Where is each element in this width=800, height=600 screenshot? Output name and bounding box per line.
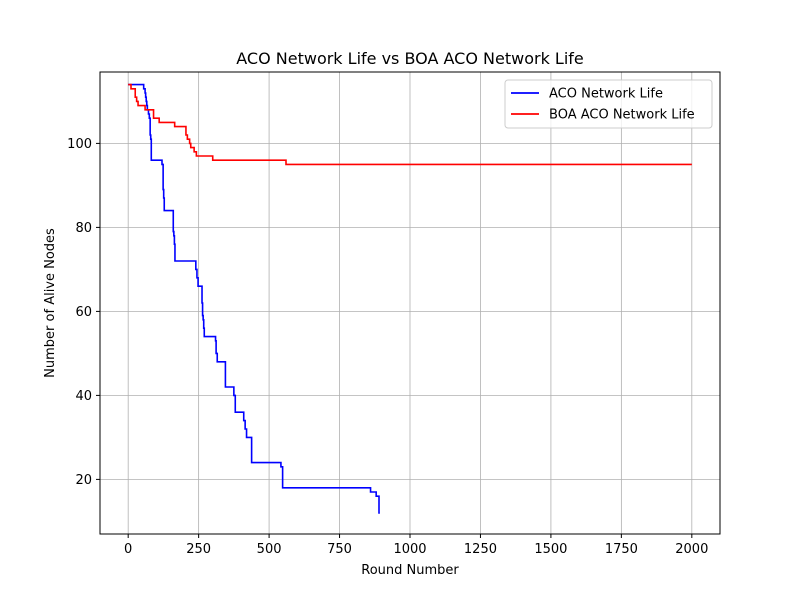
legend-box — [504, 79, 713, 129]
x-tick-label: 750 — [327, 542, 352, 557]
legend-label: BOA ACO Network Life — [549, 108, 695, 123]
x-tick-label: 1750 — [605, 542, 638, 557]
legend-label: ACO Network Life — [549, 87, 663, 102]
y-tick-label: 60 — [75, 305, 92, 320]
x-tick-label: 2000 — [675, 542, 708, 557]
x-tick-label: 1500 — [534, 542, 567, 557]
series-line-2 — [128, 83, 692, 166]
y-tick-label: 40 — [75, 389, 92, 404]
x-axis: 0 250 500 750 1000 1250 1500 1750 2000 — [124, 534, 708, 557]
legend: ACO Network Life BOA ACO Network Life — [504, 79, 713, 129]
x-tick-label: 250 — [186, 542, 211, 557]
y-axis-label: Number of Alive Nodes — [43, 228, 58, 378]
y-tick-label: 20 — [75, 473, 92, 488]
chart-title: ACO Network Life vs BOA ACO Network Life — [236, 49, 584, 68]
y-tick-label: 80 — [75, 221, 92, 236]
x-tick-label: 0 — [124, 542, 132, 557]
x-tick-label: 1000 — [393, 542, 426, 557]
x-tick-label: 1250 — [464, 542, 497, 557]
y-tick-label: 100 — [67, 137, 92, 152]
grid — [100, 72, 720, 534]
x-axis-label: Round Number — [361, 563, 459, 578]
series-line-1 — [128, 83, 380, 514]
x-tick-label: 500 — [257, 542, 282, 557]
series-layer — [128, 83, 692, 514]
y-axis: 20 40 60 80 100 — [67, 137, 100, 488]
